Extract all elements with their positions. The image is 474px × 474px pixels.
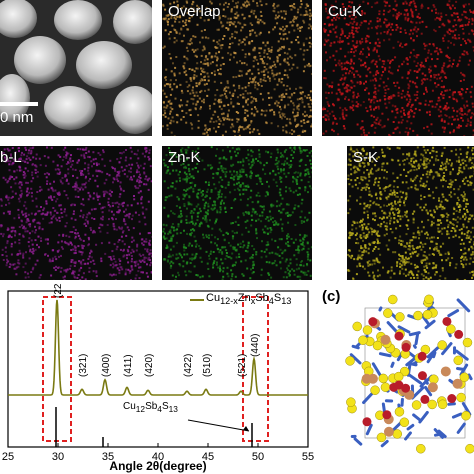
map-speckle xyxy=(347,146,474,280)
x-tick-label: 50 xyxy=(252,451,264,463)
map-background xyxy=(347,146,474,280)
s-map-panel: S-K xyxy=(347,146,474,280)
peak-label: (510) xyxy=(202,354,213,377)
sem-image xyxy=(0,0,152,136)
overlap-map-label: Overlap xyxy=(168,3,221,20)
zn-map xyxy=(162,146,312,280)
reference-label-box: Cu12Sb4S13 xyxy=(123,401,178,414)
overlap-map xyxy=(162,0,312,136)
xrd-series-line xyxy=(8,299,308,396)
x-tick-label: 40 xyxy=(152,451,164,463)
peak-label: (222) xyxy=(53,283,64,298)
reference-arrowhead xyxy=(243,426,249,431)
x-axis-label: Angle 2θ(degree) xyxy=(109,459,206,473)
xrd-chart: (222) (321) (400) (411) (420) (422) (510) (521)… xyxy=(2,283,314,473)
peak-label: (440) xyxy=(250,334,261,357)
plot-frame xyxy=(7,290,309,448)
scale-bar xyxy=(0,102,38,106)
map-speckle xyxy=(0,146,152,280)
peak-label: (321) xyxy=(78,354,89,377)
sb-map xyxy=(0,146,152,280)
panel-c-label: (c) xyxy=(322,288,341,305)
sb-map-panel: Sb-L xyxy=(0,146,152,280)
peak-label: (420) xyxy=(144,354,155,377)
scale-bar-label: 0 nm xyxy=(0,109,34,126)
x-tick-label: 35 xyxy=(102,451,114,463)
atoms xyxy=(345,294,474,454)
peak-label: (521) xyxy=(237,354,248,377)
peak-label: (411) xyxy=(123,354,134,377)
map-speckle xyxy=(162,146,312,280)
highlight-box xyxy=(42,296,72,442)
s-map-label: S-K xyxy=(353,149,379,166)
overlap-map-panel: Overlap xyxy=(162,0,312,136)
reference-label: Cu12Sb4S13 xyxy=(123,401,178,414)
peak-label: (422) xyxy=(183,354,194,377)
sem-image-panel: 0 nm xyxy=(0,0,152,136)
x-tick-label: 55 xyxy=(302,451,314,463)
chart-legend: Cu12-xZnxSb4S13 xyxy=(190,292,292,307)
zn-map-label: Zn-K xyxy=(168,149,201,166)
crystal-structure-illustration xyxy=(345,294,474,454)
sb-map-label: Sb-L xyxy=(0,149,22,166)
reference-arrow xyxy=(187,419,250,432)
map-speckle xyxy=(162,0,312,136)
cu-map xyxy=(322,0,474,136)
peak-label: (400) xyxy=(101,354,112,377)
x-tick-label: 25 xyxy=(2,451,14,463)
s-map xyxy=(347,146,474,280)
x-tick-label: 45 xyxy=(202,451,214,463)
map-speckle xyxy=(322,0,474,136)
cu-map-label: Cu-K xyxy=(328,3,363,20)
cu-map-panel: Cu-K xyxy=(322,0,474,136)
highlight-box xyxy=(242,296,269,442)
zn-map-panel: Zn-K xyxy=(162,146,312,280)
legend-entry: Cu12-xZnxSb4S13 xyxy=(206,292,292,307)
x-tick-label: 30 xyxy=(52,451,64,463)
